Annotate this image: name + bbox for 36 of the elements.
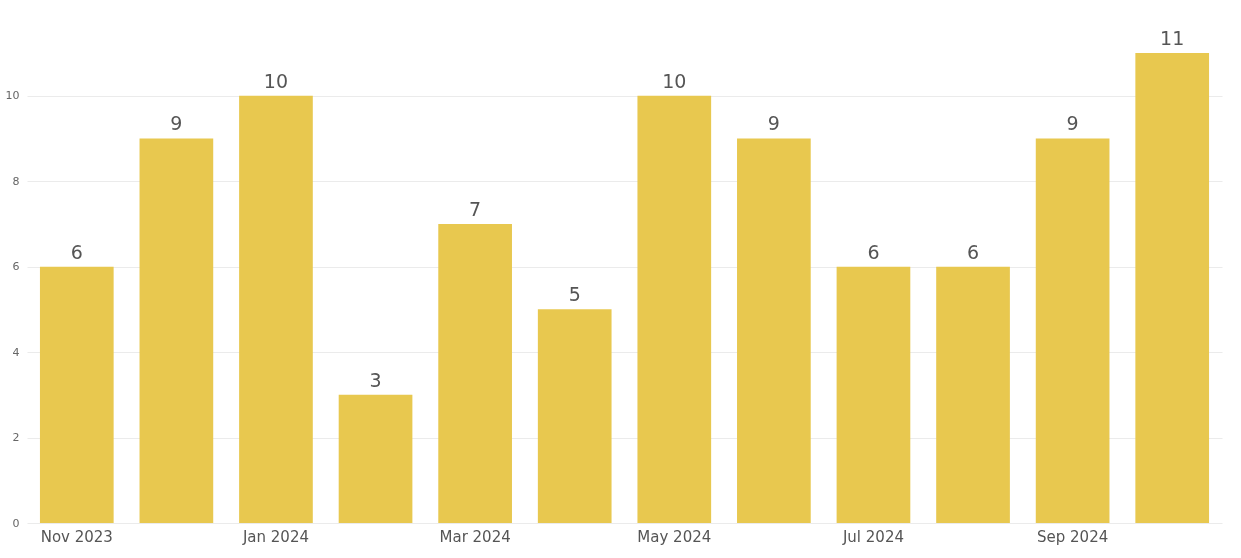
x-tick-label: Nov 2023 bbox=[40, 527, 113, 546]
data-label: 9 bbox=[1066, 112, 1079, 135]
data-label: 3 bbox=[369, 368, 382, 391]
bar bbox=[438, 223, 512, 523]
x-tick-label: Jan 2024 bbox=[241, 527, 309, 546]
data-label: 6 bbox=[867, 240, 880, 263]
data-label: 6 bbox=[966, 240, 980, 263]
y-tick-label: 4 bbox=[12, 345, 20, 359]
y-tick-label: 8 bbox=[12, 174, 20, 188]
data-label: 9 bbox=[767, 112, 780, 135]
data-label: 10 bbox=[662, 69, 687, 92]
y-tick-label: 6 bbox=[12, 260, 20, 274]
x-tick-label: May 2024 bbox=[637, 527, 712, 546]
bar bbox=[936, 266, 1010, 523]
data-label: 6 bbox=[70, 240, 83, 263]
data-label: 5 bbox=[568, 283, 581, 306]
bar bbox=[338, 394, 413, 523]
bar bbox=[39, 266, 114, 523]
bar bbox=[239, 95, 313, 523]
bar bbox=[1135, 53, 1210, 523]
bar bbox=[139, 138, 214, 523]
bar bbox=[537, 309, 612, 523]
y-tick-label: 0 bbox=[12, 516, 20, 530]
data-label: 7 bbox=[469, 197, 482, 220]
bar bbox=[836, 266, 911, 523]
y-tick-label: 2 bbox=[12, 431, 20, 445]
data-label: 10 bbox=[263, 69, 289, 92]
y-tick-label: 10 bbox=[5, 89, 20, 103]
x-tick-label: Mar 2024 bbox=[439, 527, 511, 546]
data-label: 9 bbox=[170, 112, 183, 135]
bar bbox=[637, 95, 712, 523]
data-label: 11 bbox=[1160, 27, 1185, 49]
bar bbox=[1035, 138, 1110, 523]
bar bbox=[737, 138, 811, 523]
x-tick-label: Sep 2024 bbox=[1037, 527, 1109, 546]
x-tick-label: Jul 2024 bbox=[841, 527, 904, 546]
